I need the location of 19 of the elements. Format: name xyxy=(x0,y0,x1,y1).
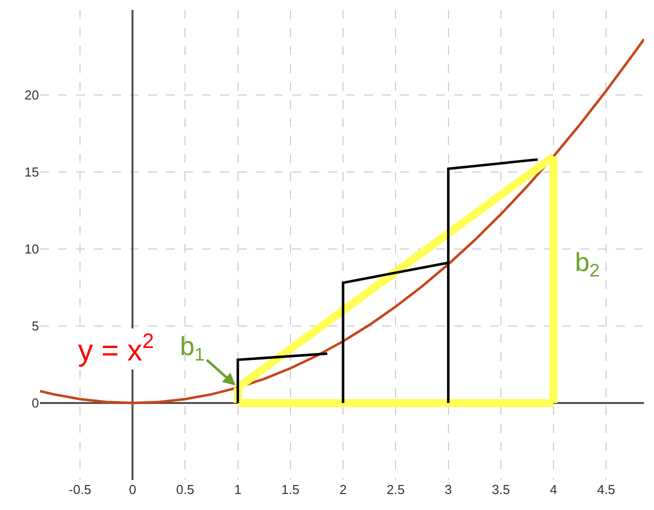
x-tick-label: 2.5 xyxy=(386,482,405,497)
y-tick-label: 0 xyxy=(32,396,39,410)
annotation: y = x$^{2}$ xyxy=(78,330,154,368)
x-tick-label: 3.5 xyxy=(492,482,510,497)
y-tick-label: 15 xyxy=(24,164,39,180)
y-tick-label: 10 xyxy=(24,241,39,256)
y-tick-label: 20 xyxy=(24,87,39,102)
x-tick-label: 4 xyxy=(550,482,558,497)
annotation: b$_{2}$ xyxy=(575,247,600,280)
annotation: b$_{1}$ xyxy=(180,331,205,364)
x-tick-label: 2 xyxy=(339,482,347,497)
x-tick-label: -0.5 xyxy=(68,482,92,497)
x-tick-label: 1 xyxy=(234,482,242,497)
y-tick-label: 5 xyxy=(32,318,39,334)
x-tick-label: 3 xyxy=(444,482,452,497)
x-tick-label: 0.5 xyxy=(176,482,194,497)
x-tick-label: 0 xyxy=(128,482,136,497)
x-tick-label: 1.5 xyxy=(281,482,300,497)
x-tick-label: 4.5 xyxy=(597,482,616,497)
